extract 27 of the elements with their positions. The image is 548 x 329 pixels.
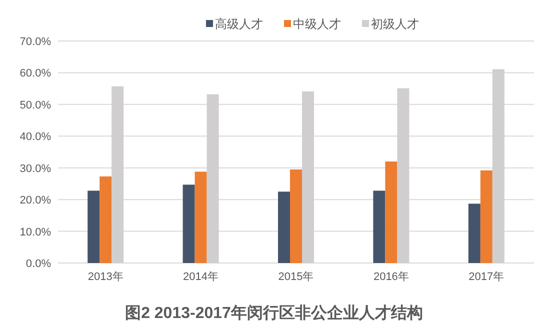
y-tick-label: 10.0% (20, 226, 52, 238)
x-tick-label: 2014年 (183, 271, 219, 283)
text: 图2 2013-2017年闵行区非公企业人才结构 (125, 304, 423, 322)
bar (385, 162, 398, 263)
bar (290, 169, 302, 263)
x-tick-label: 2016年 (373, 271, 409, 283)
bar (194, 172, 207, 263)
y-tick-label: 40.0% (20, 131, 52, 144)
bar (480, 170, 492, 263)
legend-label: 高级人才 (215, 17, 263, 31)
legend-label: 中级人才 (293, 17, 341, 31)
y-tick-label: 60.0% (20, 68, 52, 80)
x-tick-label: 2017年 (468, 271, 504, 283)
x-tick-label: 2015年 (278, 271, 314, 283)
bar (278, 192, 290, 263)
y-tick-label: 50.0% (20, 99, 52, 112)
y-tick-label: 0.0% (26, 258, 52, 270)
y-tick-label: 70.0% (20, 36, 52, 48)
x-tick-label: 2013年 (88, 271, 124, 283)
bar (468, 204, 480, 263)
legend-label: 初级人才 (371, 17, 419, 31)
bar (373, 190, 386, 263)
bar (100, 176, 112, 263)
y-tick-label: 20.0% (20, 194, 52, 207)
bar (182, 184, 195, 263)
y-tick-label: 30.0% (20, 162, 52, 175)
bar (88, 190, 100, 263)
